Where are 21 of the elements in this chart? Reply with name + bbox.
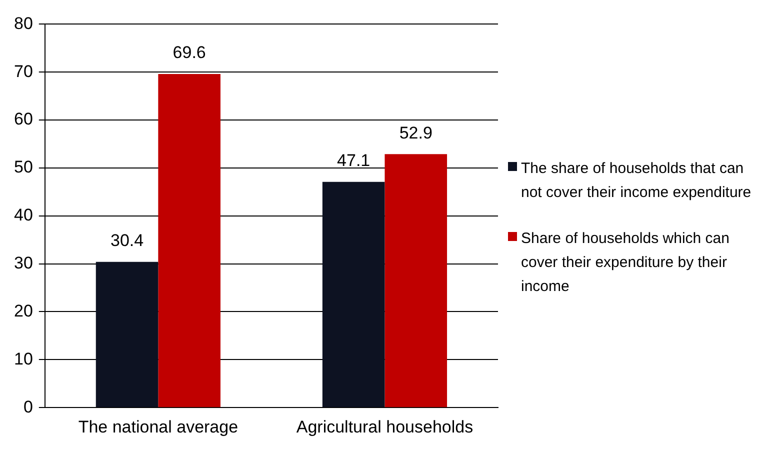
y-tick-label: 10	[14, 349, 33, 368]
y-tick-label: 20	[14, 301, 33, 320]
x-tick-label: Agricultural households	[296, 417, 474, 436]
y-tick-label: 0	[23, 397, 33, 416]
data-label: 52.9	[399, 123, 432, 142]
y-tick-label: 50	[14, 158, 33, 177]
y-tick-label: 70	[14, 62, 33, 81]
y-tick-label: 80	[14, 14, 33, 33]
bar	[384, 154, 448, 408]
legend-label: Share of households which can cover their expenditure by their income	[521, 229, 730, 297]
data-label: 69.6	[172, 43, 206, 62]
y-tick-label: 40	[14, 206, 33, 225]
y-tick-label: 60	[14, 110, 33, 129]
data-label: 30.4	[110, 231, 144, 250]
x-tick-label: The national average	[78, 417, 238, 436]
bar	[322, 182, 385, 408]
bar	[158, 74, 220, 408]
bar	[96, 262, 158, 408]
data-label: 47.1	[337, 151, 370, 170]
legend-label: The share of households that can not cover their income expenditure	[521, 159, 752, 203]
y-tick-label: 30	[14, 254, 33, 273]
